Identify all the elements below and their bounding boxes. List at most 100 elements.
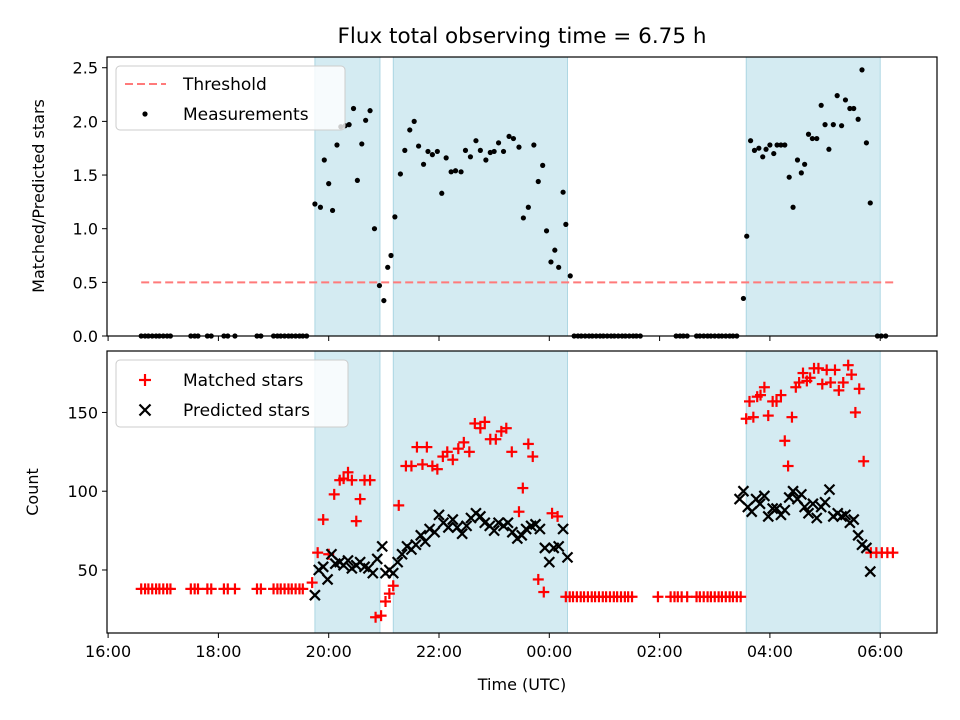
shaded-interval-top-2 [745, 56, 881, 337]
matched-stars-point [458, 436, 470, 448]
predicted-stars-point-b [492, 516, 505, 529]
matched-stars-point [375, 610, 387, 622]
predicted-stars-point [488, 524, 500, 537]
matched-stars-point [812, 362, 824, 374]
predicted-stars-point [852, 529, 864, 542]
matched-stars-point [833, 384, 845, 396]
matched-stars-point [513, 506, 525, 518]
y-tick-label: 1.5 [73, 166, 98, 185]
measurements-point [763, 146, 769, 152]
measurements-point [740, 295, 747, 302]
y-tick-label: 2.5 [73, 59, 98, 78]
measurements-point [535, 178, 541, 185]
legend-predicted-swatch [138, 403, 152, 417]
measurements-point [381, 297, 387, 304]
shaded-interval-bottom-1 [392, 350, 568, 634]
predicted-stars-point-b [447, 513, 459, 526]
measurements-point [794, 157, 801, 163]
measurements-point [798, 170, 804, 176]
matched-stars-point [380, 595, 392, 607]
measurements-point [751, 147, 758, 153]
measurements-point [778, 142, 784, 148]
y-tick-label: 0.5 [73, 273, 98, 292]
matched-stars-point [338, 473, 350, 485]
measurements-point [814, 135, 820, 142]
predicted-stars-point [787, 485, 799, 497]
predicted-stars-point-b [321, 573, 334, 586]
predicted-stars-point [754, 498, 766, 510]
measurements-point [354, 177, 360, 184]
matched-stars-point [164, 583, 176, 595]
measurements-point [744, 233, 750, 239]
measurements-point [520, 215, 526, 221]
predicted-stars-point [539, 542, 551, 554]
predicted-stars-point-b [376, 540, 388, 553]
predicted-stars-point [515, 529, 528, 542]
matched-stars-point [538, 586, 550, 598]
measurements-point [500, 148, 507, 155]
measurements-point [809, 135, 815, 142]
matched-stars-point [546, 507, 558, 519]
predicted-stars-point [810, 512, 823, 524]
measurements-point [842, 97, 849, 103]
measurements-point [747, 138, 754, 144]
measurements-point [786, 174, 792, 180]
bottom-panel-ticks: 50 100 150 16:00 18:00 20:00 22:00 00:00 02:00 04… [67, 403, 903, 661]
measurements-point [543, 228, 550, 234]
predicted-stars-point [342, 554, 354, 567]
matched-stars-point [858, 455, 870, 467]
predicted-stars-point-b [317, 561, 329, 573]
matched-stars-point [842, 359, 854, 371]
predicted-stars-point [456, 527, 468, 540]
matched-stars-point [474, 422, 486, 434]
matched-stars-point [797, 367, 809, 379]
matched-stars-point [312, 547, 324, 559]
predicted-stars-point-b [474, 510, 487, 523]
measurements-point [402, 147, 408, 153]
measurements-point [367, 108, 373, 114]
predicted-stars-point [447, 513, 459, 526]
predicted-stars-point-b [758, 490, 771, 502]
predicted-stars-point [317, 561, 329, 573]
matched-stars-point [517, 482, 529, 494]
matched-stars-point [479, 416, 491, 428]
matched-stars-point [816, 378, 828, 390]
predicted-stars-point-b [387, 567, 400, 579]
predicted-stars-point [534, 523, 546, 535]
measurements-point [452, 168, 459, 174]
measurements-point [802, 161, 808, 167]
predicted-stars-point [802, 507, 815, 520]
predicted-stars-point-b [847, 513, 860, 526]
matched-stars-point [506, 446, 518, 458]
predicted-stars-point-b [367, 567, 379, 579]
predicted-stars-point-b [371, 553, 384, 565]
top-legend: Threshold Measurements [115, 65, 346, 131]
predicted-stars-point [371, 553, 384, 565]
matched-stars-point [771, 395, 783, 407]
matched-stars-point [775, 389, 787, 401]
predicted-stars-point-b [561, 551, 574, 564]
measurements-point [407, 127, 413, 133]
predicted-stars-point [847, 513, 860, 526]
matched-stars-point [469, 417, 481, 429]
measurements-point [462, 147, 469, 153]
bottom-legend: Matched stars Predicted stars [115, 359, 349, 428]
measurements-point [506, 133, 512, 140]
matched-stars-point [205, 583, 217, 595]
predicted-stars-point-b [852, 529, 864, 542]
measurements-point [448, 169, 454, 175]
predicted-stars-point-b [325, 548, 338, 561]
matched-stars-point [846, 369, 858, 381]
matched-stars-point [370, 611, 382, 623]
predicted-stars-point-b [839, 509, 852, 521]
measurements-point [760, 154, 766, 160]
predicted-stars-point [376, 540, 388, 553]
matched-stars-point [786, 411, 798, 423]
predicted-stars-point [807, 498, 819, 510]
x-axis-label: Time (UTC) [477, 675, 566, 694]
predicted-stars-point-b [787, 485, 799, 497]
x-tick-label: 16:00 [85, 642, 131, 661]
predicted-stars-point-b [534, 523, 546, 535]
matched-stars-point [552, 510, 564, 522]
predicted-stars-point-b [502, 516, 514, 529]
